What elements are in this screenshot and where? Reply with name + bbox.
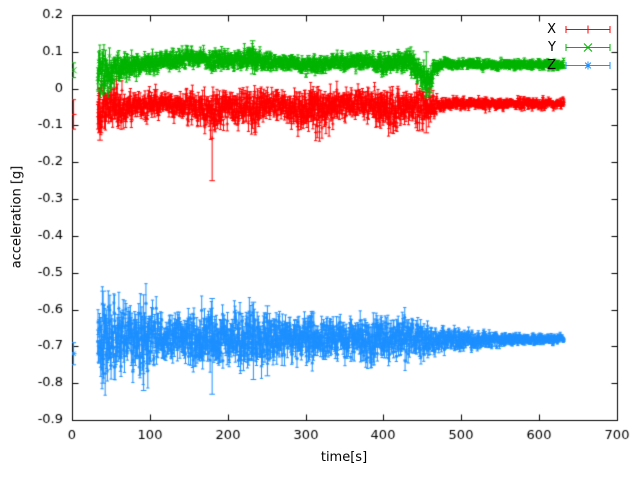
legend-label: Y	[548, 39, 556, 55]
x-axis-title: time[s]	[320, 450, 368, 465]
y-axis-title: acceleration [g]	[9, 165, 25, 269]
legend-item-x: X	[547, 20, 612, 38]
legend-item-z: Z	[547, 56, 612, 74]
legend-label: X	[547, 21, 556, 37]
legend-sample	[565, 25, 611, 33]
legend-label: Z	[547, 57, 556, 73]
legend-sample	[565, 42, 611, 52]
legend-sample	[565, 61, 611, 69]
legend-item-y: Y	[547, 38, 612, 56]
